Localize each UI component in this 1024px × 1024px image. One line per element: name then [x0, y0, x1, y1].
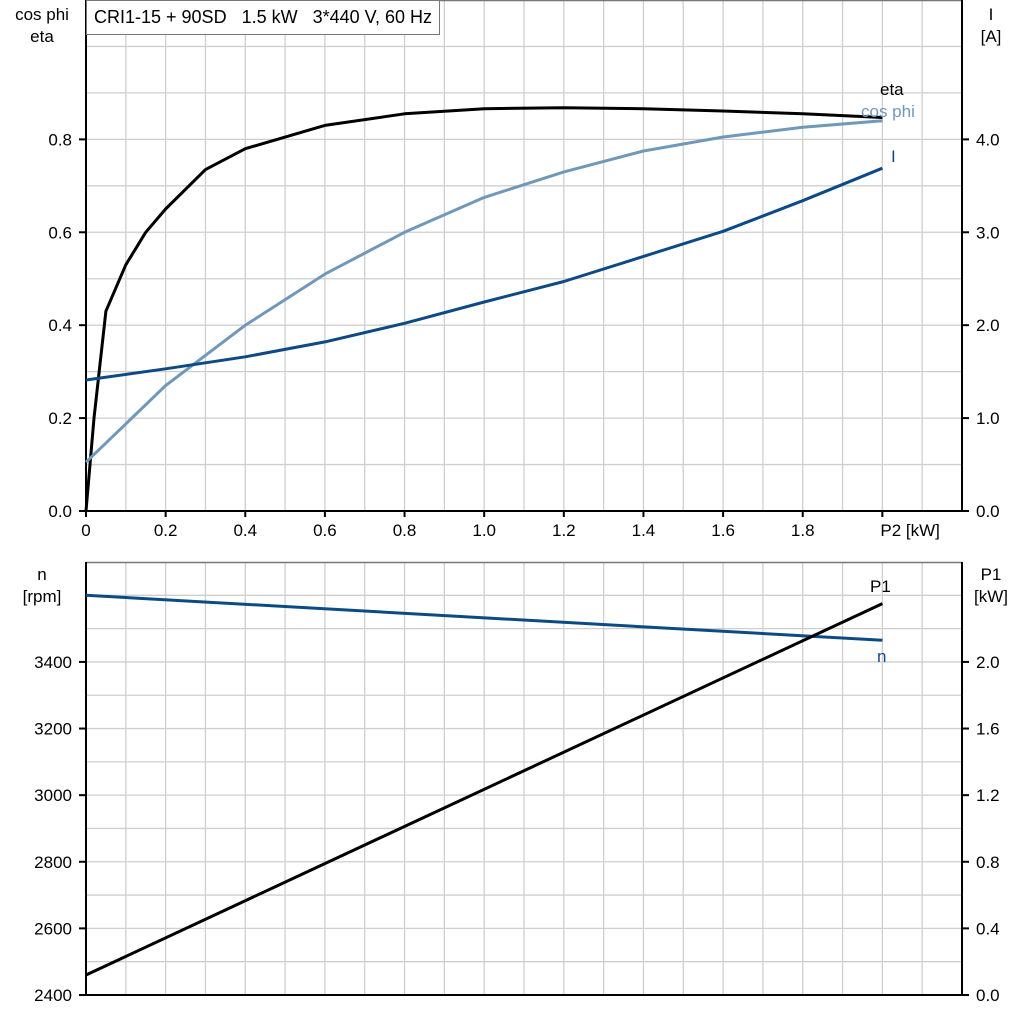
y-tick-label-left: 0.2	[48, 409, 72, 428]
series-line-n	[85, 593, 883, 642]
series-label-i: I	[891, 147, 896, 166]
y-tick-label-left: 0.0	[48, 502, 72, 521]
y-tick-label-right: 0.8	[976, 853, 1000, 872]
y-tick-label-right: 2.0	[976, 653, 1000, 672]
x-axis-label: P2 [kW]	[880, 521, 940, 540]
y-tick-label-left: 3400	[34, 653, 72, 672]
y-tick-label-left: 2600	[34, 919, 72, 938]
y-tick-label-left: 3000	[34, 786, 72, 805]
x-tick-label: 1.0	[472, 521, 496, 540]
x-tick-label: 0.8	[393, 521, 417, 540]
series-label-p1: P1	[870, 577, 891, 596]
y-tick-label-left: 2800	[34, 853, 72, 872]
y-tick-label-right: 2.0	[976, 316, 1000, 335]
y-axis-label-right: [A]	[981, 27, 1002, 46]
y-tick-label-left: 2400	[34, 986, 72, 1005]
y-tick-label-left: 0.8	[48, 130, 72, 149]
x-tick-label: 1.6	[711, 521, 735, 540]
y-axis-label-left: n	[37, 565, 46, 584]
y-axis-label-left: [rpm]	[23, 587, 62, 606]
y-axis-label-right: [kW]	[974, 587, 1008, 606]
x-tick-label: 0.2	[154, 521, 178, 540]
y-axis-label-right: I	[989, 5, 994, 24]
chart-title: CRI1-15 + 90SD 1.5 kW 3*440 V, 60 Hz	[86, 0, 441, 35]
y-tick-label-left: 3200	[34, 720, 72, 739]
y-tick-label-right: 4.0	[976, 130, 1000, 149]
y-tick-label-right: 0.0	[976, 502, 1000, 521]
y-tick-label-right: 3.0	[976, 223, 1000, 242]
x-tick-label: 1.4	[632, 521, 656, 540]
x-tick-label: 1.8	[791, 521, 815, 540]
series-label-n: n	[877, 647, 886, 666]
series-label-cos-phi: cos phi	[861, 102, 915, 121]
y-tick-label-left: 0.4	[48, 316, 72, 335]
x-tick-label: 0	[81, 521, 90, 540]
y-tick-label-right: 1.2	[976, 786, 1000, 805]
y-tick-label-right: 1.6	[976, 720, 1000, 739]
x-tick-label: 1.2	[552, 521, 576, 540]
series-line-i	[85, 166, 883, 382]
y-tick-label-left: 0.6	[48, 223, 72, 242]
y-axis-label-left: eta	[30, 27, 54, 46]
y-tick-label-right: 0.4	[976, 919, 1000, 938]
y-axis-label-left: cos phi	[15, 5, 69, 24]
y-tick-label-right: 1.0	[976, 409, 1000, 428]
series-line-p1	[85, 602, 884, 977]
series-line-cos-phi	[84, 119, 883, 464]
y-tick-label-right: 0.0	[976, 986, 1000, 1005]
x-tick-label: 0.6	[313, 521, 337, 540]
x-tick-label: 0.4	[233, 521, 257, 540]
series-label-eta: eta	[880, 80, 904, 99]
y-axis-label-right: P1	[981, 565, 1002, 584]
series-line-eta	[84, 106, 883, 512]
